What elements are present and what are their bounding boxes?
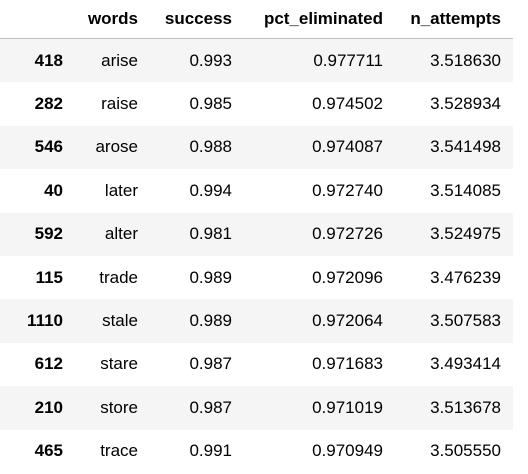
cell-success: 0.987 [150, 342, 244, 387]
cell-n-attempts: 3.476239 [395, 255, 513, 300]
table-row: 612 stare 0.987 0.971683 3.493414 [0, 342, 513, 387]
row-index: 465 [0, 429, 75, 473]
cell-words: stale [75, 299, 150, 343]
cell-words: alter [75, 212, 150, 256]
row-index: 40 [0, 169, 75, 213]
cell-pct-eliminated: 0.974087 [244, 125, 395, 170]
table-row: 40 later 0.994 0.972740 3.514085 [0, 169, 513, 213]
cell-success: 0.981 [150, 212, 244, 256]
row-index: 282 [0, 82, 75, 126]
cell-n-attempts: 3.493414 [395, 342, 513, 387]
table-row: 1110 stale 0.989 0.972064 3.507583 [0, 299, 513, 343]
column-header-pct-eliminated: pct_eliminated [244, 0, 395, 39]
cell-pct-eliminated: 0.974502 [244, 82, 395, 126]
cell-n-attempts: 3.513678 [395, 386, 513, 430]
cell-pct-eliminated: 0.972740 [244, 169, 395, 213]
cell-words: raise [75, 82, 150, 126]
cell-words: stare [75, 342, 150, 387]
cell-n-attempts: 3.507583 [395, 299, 513, 343]
column-header-words: words [75, 0, 150, 39]
cell-pct-eliminated: 0.972726 [244, 212, 395, 256]
table-row: 418 arise 0.993 0.977711 3.518630 [0, 38, 513, 83]
column-header-n-attempts: n_attempts [395, 0, 513, 39]
cell-words: later [75, 169, 150, 213]
dataframe-table: words success pct_eliminated n_attempts … [0, 0, 513, 473]
index-header [0, 0, 75, 39]
table-row: 546 arose 0.988 0.974087 3.541498 [0, 125, 513, 170]
cell-success: 0.989 [150, 299, 244, 343]
cell-words: trade [75, 255, 150, 300]
row-index: 612 [0, 342, 75, 387]
cell-success: 0.985 [150, 82, 244, 126]
row-index: 546 [0, 125, 75, 170]
row-index: 210 [0, 386, 75, 430]
cell-words: trace [75, 429, 150, 473]
cell-pct-eliminated: 0.970949 [244, 429, 395, 473]
row-index: 592 [0, 212, 75, 256]
cell-n-attempts: 3.541498 [395, 125, 513, 170]
table-row: 115 trade 0.989 0.972096 3.476239 [0, 255, 513, 300]
row-index: 115 [0, 255, 75, 300]
row-index: 418 [0, 38, 75, 83]
cell-success: 0.989 [150, 255, 244, 300]
cell-success: 0.988 [150, 125, 244, 170]
table-row: 210 store 0.987 0.971019 3.513678 [0, 386, 513, 430]
cell-n-attempts: 3.505550 [395, 429, 513, 473]
table-row: 592 alter 0.981 0.972726 3.524975 [0, 212, 513, 256]
cell-words: store [75, 386, 150, 430]
cell-words: arise [75, 38, 150, 83]
cell-n-attempts: 3.514085 [395, 169, 513, 213]
cell-success: 0.991 [150, 429, 244, 473]
cell-success: 0.994 [150, 169, 244, 213]
table-row: 282 raise 0.985 0.974502 3.528934 [0, 82, 513, 126]
cell-n-attempts: 3.528934 [395, 82, 513, 126]
cell-success: 0.987 [150, 386, 244, 430]
table-row: 465 trace 0.991 0.970949 3.505550 [0, 429, 513, 473]
cell-pct-eliminated: 0.971683 [244, 342, 395, 387]
column-header-success: success [150, 0, 244, 39]
cell-n-attempts: 3.524975 [395, 212, 513, 256]
cell-pct-eliminated: 0.977711 [244, 38, 395, 83]
cell-pct-eliminated: 0.972064 [244, 299, 395, 343]
cell-words: arose [75, 125, 150, 170]
cell-pct-eliminated: 0.971019 [244, 386, 395, 430]
row-index: 1110 [0, 299, 75, 343]
cell-success: 0.993 [150, 38, 244, 83]
cell-n-attempts: 3.518630 [395, 38, 513, 83]
cell-pct-eliminated: 0.972096 [244, 255, 395, 300]
header-row: words success pct_eliminated n_attempts [0, 0, 513, 39]
